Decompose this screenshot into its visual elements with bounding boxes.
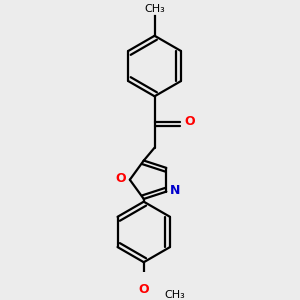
Text: O: O [185, 115, 196, 128]
Text: N: N [170, 184, 180, 197]
Text: CH₃: CH₃ [165, 290, 186, 300]
Text: O: O [116, 172, 126, 185]
Text: CH₃: CH₃ [144, 4, 165, 14]
Text: O: O [139, 283, 149, 296]
